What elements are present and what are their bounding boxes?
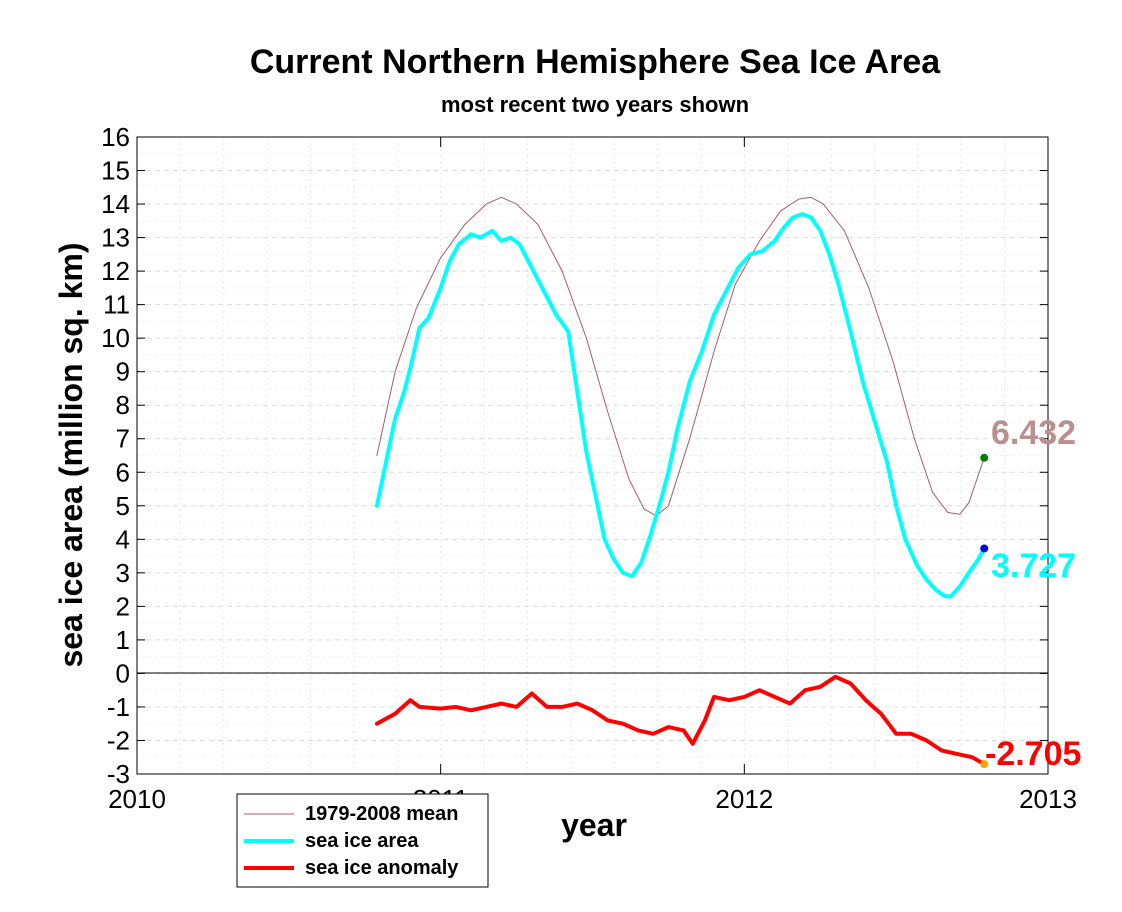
anomaly-value-label: -2.705 — [985, 735, 1081, 773]
y-tick-label: -2 — [107, 725, 130, 755]
grid — [137, 136, 1048, 775]
y-tick-label: 3 — [116, 558, 130, 588]
end-markers — [980, 453, 989, 769]
y-tick-label: 8 — [116, 390, 130, 420]
x-tick-label: 2012 — [715, 784, 773, 814]
legend-label-area: sea ice area — [305, 830, 419, 852]
y-tick-label: 2 — [116, 591, 130, 621]
series-line-area — [374, 212, 987, 599]
y-tick-label: 15 — [101, 156, 130, 186]
end-marker-area — [980, 544, 989, 553]
legend: 1979-2008 mean sea ice area sea ice anom… — [236, 793, 489, 888]
chart-subtitle: most recent two years shown — [441, 92, 749, 117]
mean-value-label: 6.432 — [991, 414, 1076, 452]
legend-label-mean: 1979-2008 mean — [305, 803, 458, 825]
y-tick-label: 5 — [116, 491, 130, 521]
series-line-mean — [376, 196, 985, 517]
x-axis-label: year — [561, 807, 627, 843]
y-tick-label: 11 — [103, 290, 130, 320]
end-marker-anomaly — [980, 760, 989, 769]
x-tick-label: 2010 — [108, 784, 166, 814]
y-tick-label: 0 — [116, 658, 130, 688]
y-tick-label: 10 — [101, 323, 130, 353]
legend-label-anomaly: sea ice anomaly — [305, 857, 459, 879]
y-tick-label: -1 — [107, 692, 130, 722]
series-layer — [374, 196, 987, 767]
plot-frame — [136, 136, 1049, 775]
y-tick-label: 12 — [101, 256, 130, 286]
y-axis-label: sea ice area (million sq. km) — [53, 242, 89, 667]
y-tick-label: 14 — [101, 189, 130, 219]
x-ticks: 2010201120122013 — [108, 137, 1077, 814]
y-tick-label: 9 — [116, 357, 130, 387]
y-tick-label: 1 — [116, 625, 130, 655]
y-tick-label: -3 — [107, 759, 130, 789]
y-tick-label: 16 — [101, 122, 130, 152]
area-value-label: 3.727 — [991, 547, 1076, 585]
series-line-anomaly — [374, 674, 987, 767]
chart-title: Current Northern Hemisphere Sea Ice Area — [250, 43, 941, 81]
end-marker-mean — [980, 453, 989, 462]
y-tick-label: 4 — [116, 524, 130, 554]
y-tick-label: 13 — [101, 223, 130, 253]
y-tick-label: 6 — [116, 457, 130, 487]
x-tick-label: 2013 — [1019, 784, 1077, 814]
y-tick-label: 7 — [116, 424, 130, 454]
